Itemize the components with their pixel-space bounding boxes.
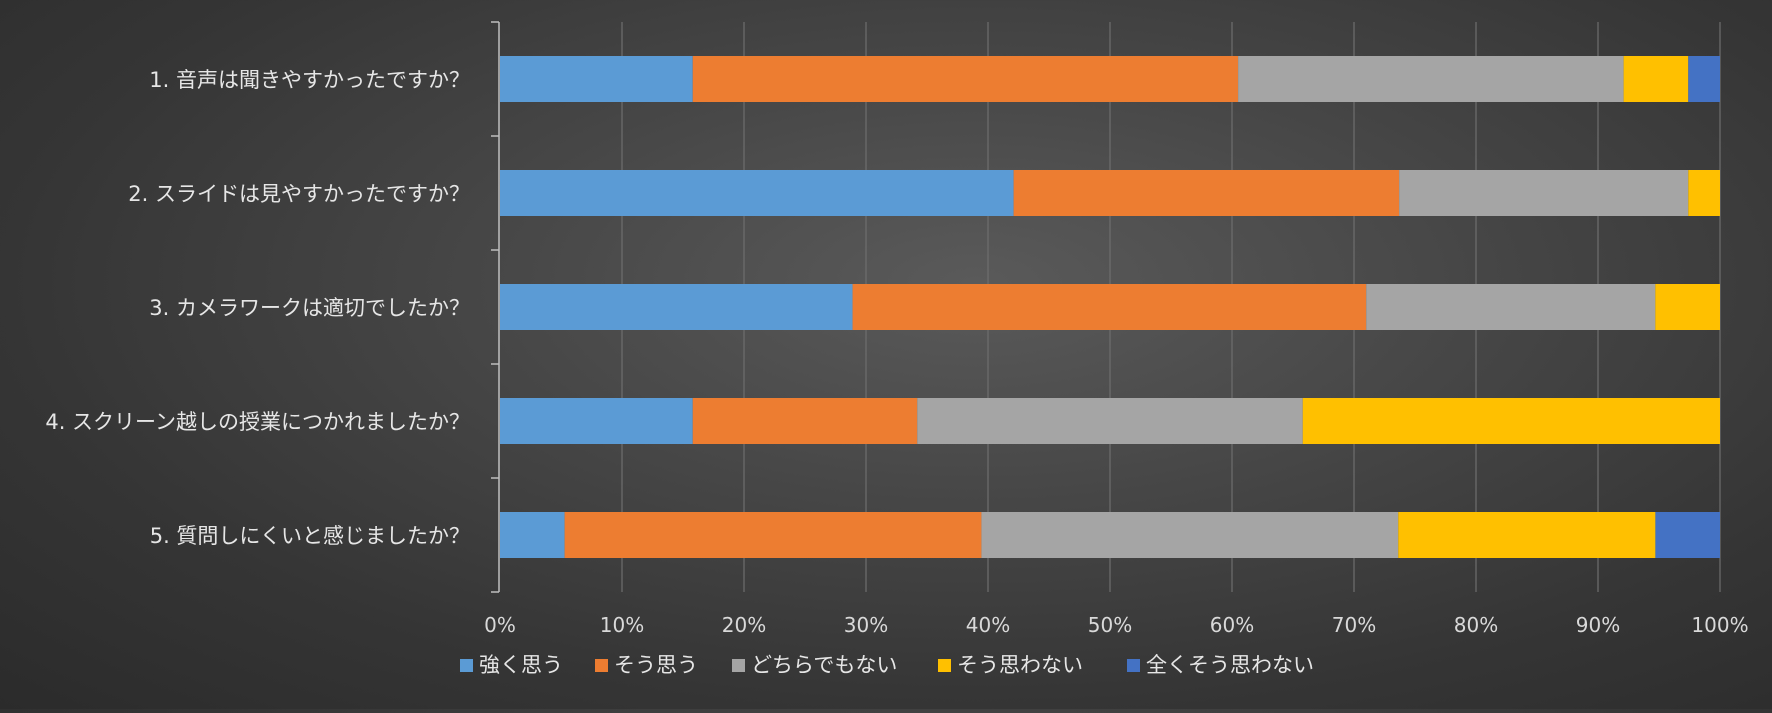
legend-label: 強く思う [479, 653, 563, 677]
bar-segment [1366, 284, 1656, 330]
category-label: 5. 質問しにくいと感じましたか？ [150, 524, 470, 548]
legend-swatch [595, 659, 608, 672]
legend-swatch [938, 659, 951, 672]
bar-segment [1688, 170, 1720, 216]
bar-segment [1013, 170, 1400, 216]
category-label: 1. 音声は聞きやすかったですか？ [149, 68, 470, 92]
bar-segment [1688, 56, 1720, 102]
legend-label: 全くそう思わない [1146, 653, 1314, 677]
legend: 強く思う そう思う どちらでもない そう思わない 全くそう思わない [460, 653, 1314, 677]
legend-swatch [1127, 659, 1140, 672]
bar-segment [1399, 170, 1689, 216]
bar-segment [500, 284, 853, 330]
x-tick-label: 30% [844, 613, 888, 637]
x-tick-label: 10% [600, 613, 644, 637]
legend-label: そう思わない [957, 653, 1083, 677]
category-label: 4. スクリーン越しの授業につかれましたか？ [45, 410, 470, 434]
bar-segment [1655, 284, 1720, 330]
x-tick-label: 60% [1210, 613, 1254, 637]
bar-segment [1655, 512, 1720, 558]
bar-segment [1238, 56, 1624, 102]
bar-series [500, 56, 1720, 558]
x-tick-label: 40% [966, 613, 1010, 637]
category-label: 2. スライドは見やすかったですか？ [128, 182, 470, 206]
x-tick-label: 90% [1576, 613, 1620, 637]
bar-segment [917, 398, 1303, 444]
category-label: 3. カメラワークは適切でしたか？ [149, 296, 470, 320]
bar-segment [692, 56, 1239, 102]
bar-segment [981, 512, 1399, 558]
bar-segment [500, 56, 693, 102]
legend-label: どちらでもない [751, 653, 897, 677]
bar-segment [1398, 512, 1656, 558]
category-labels: 1. 音声は聞きやすかったですか？ 2. スライドは見やすかったですか？ 3. カメ… [45, 68, 470, 548]
bar-segment [1302, 398, 1720, 444]
x-tick-label: 80% [1454, 613, 1498, 637]
bar-segment [692, 398, 918, 444]
bar-segment [500, 398, 693, 444]
x-tick-label: 50% [1088, 613, 1132, 637]
bar-segment [564, 512, 982, 558]
bar-segment [852, 284, 1367, 330]
x-tick-labels: 0% 10% 20% 30% 40% 50% 60% 70% 80% 90% 100% [484, 613, 1748, 637]
category-axis [491, 21, 500, 593]
bar-segment [500, 512, 565, 558]
legend-label: そう思う [614, 653, 698, 677]
bar-segment [500, 170, 1014, 216]
x-tick-label: 20% [722, 613, 766, 637]
legend-swatch [460, 659, 473, 672]
bar-segment [1623, 56, 1689, 102]
x-tick-label: 70% [1332, 613, 1376, 637]
x-tick-label: 100% [1691, 613, 1748, 637]
x-tick-label: 0% [484, 613, 516, 637]
legend-swatch [732, 659, 745, 672]
